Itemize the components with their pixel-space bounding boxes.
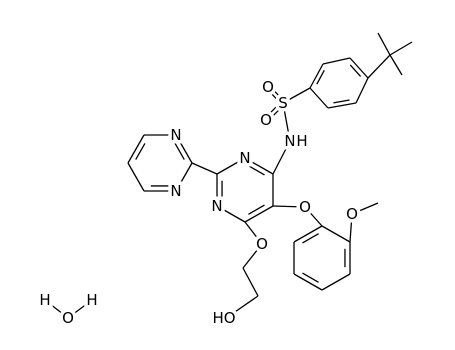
bond	[272, 205, 306, 208]
bond	[175, 162, 193, 192]
bond	[44, 299, 69, 319]
bond	[351, 202, 379, 215]
bond	[242, 243, 263, 269]
bond	[282, 87, 311, 104]
atom-label: O	[299, 198, 311, 216]
bond	[333, 99, 350, 104]
bond	[175, 134, 193, 164]
bond	[349, 213, 353, 243]
atom-label: H	[86, 291, 97, 309]
bond	[242, 267, 259, 297]
atom-label: O	[346, 205, 358, 223]
bond	[355, 77, 369, 104]
bond	[321, 225, 351, 243]
bond	[293, 273, 323, 291]
bond	[282, 102, 291, 142]
bond	[231, 295, 259, 315]
bond	[367, 54, 391, 79]
atom-label: S	[278, 94, 288, 112]
bond	[272, 140, 291, 175]
bond	[327, 102, 357, 109]
atom-label: N	[239, 149, 250, 167]
atom-label: N	[211, 197, 222, 215]
bond	[349, 57, 369, 79]
bond	[349, 64, 362, 77]
bond	[293, 225, 323, 243]
bond	[389, 54, 403, 76]
bond	[127, 162, 145, 192]
bond	[266, 87, 283, 105]
bond	[268, 85, 285, 103]
atom-label: N	[170, 126, 181, 144]
bond	[377, 32, 391, 56]
bond	[322, 57, 351, 65]
bond	[127, 134, 145, 164]
bond	[244, 221, 263, 245]
bond	[266, 103, 285, 122]
bond	[244, 205, 274, 223]
atom-label: H	[39, 291, 50, 309]
bond	[244, 157, 274, 175]
atom-label: N	[170, 182, 181, 200]
atom-labels: S O O N H N N N N O O O HO H O H	[36, 75, 362, 331]
bond	[321, 273, 351, 291]
bond	[67, 299, 93, 319]
bond	[248, 204, 265, 215]
bond	[174, 143, 185, 160]
atom-label: H	[296, 132, 307, 150]
atom-label: O	[260, 111, 272, 129]
bond	[135, 143, 146, 160]
bond	[302, 272, 319, 283]
bond	[248, 165, 265, 176]
bond	[216, 157, 246, 175]
bond	[309, 87, 329, 109]
bond	[264, 101, 283, 120]
bond	[304, 206, 323, 227]
bond	[302, 233, 319, 244]
atom-label: O	[62, 309, 74, 327]
atom-label: N	[284, 132, 295, 150]
bond	[216, 205, 246, 223]
atom-label: HO	[212, 309, 235, 327]
bond	[389, 41, 413, 56]
atom-label: O	[256, 235, 268, 253]
bonds	[44, 32, 413, 319]
bond	[191, 162, 218, 175]
bond	[309, 63, 324, 89]
atom-label: O	[262, 78, 274, 96]
bond	[316, 70, 325, 85]
